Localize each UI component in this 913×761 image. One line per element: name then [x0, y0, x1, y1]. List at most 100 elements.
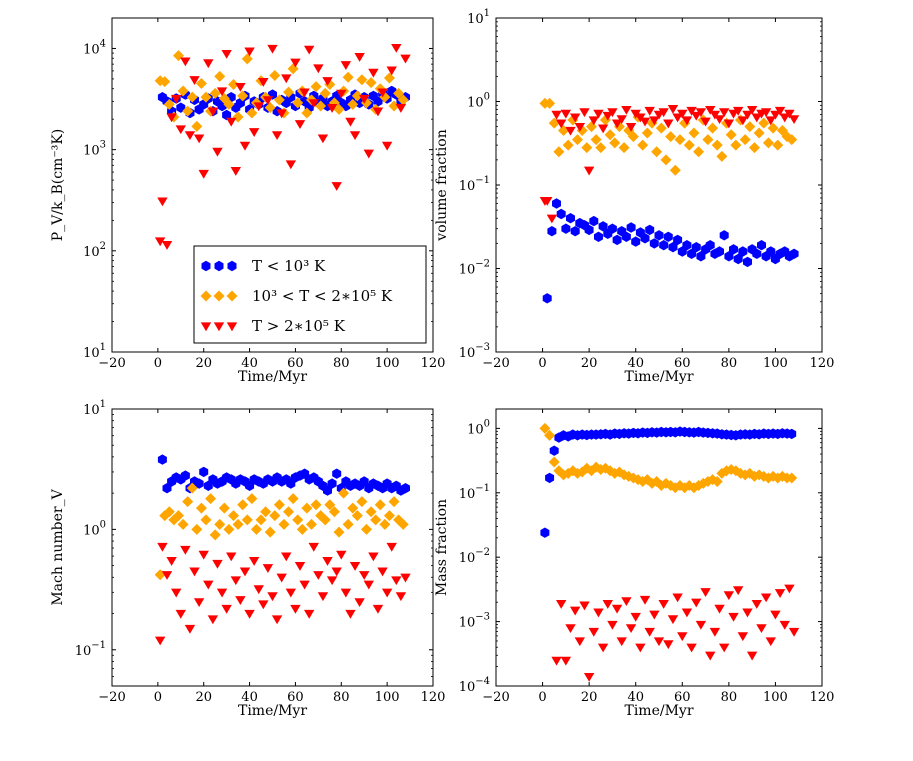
data-point	[663, 231, 673, 242]
data-point	[715, 246, 724, 257]
data-point	[719, 643, 730, 653]
data-point	[250, 523, 262, 535]
series-hot	[154, 43, 411, 250]
data-point	[649, 610, 660, 620]
data-point	[331, 567, 342, 577]
legend-marker	[201, 260, 211, 272]
data-point	[278, 518, 290, 530]
data-point	[560, 656, 572, 666]
data-point	[593, 608, 604, 618]
data-point	[756, 624, 767, 634]
x-tick-label: 60	[674, 690, 691, 705]
x-tick-label: 40	[627, 690, 644, 705]
data-point	[269, 510, 281, 522]
data-point	[159, 76, 171, 88]
data-point	[317, 592, 329, 602]
data-point	[345, 609, 356, 619]
x-tick-label: −20	[98, 690, 125, 705]
x-tick-label: −20	[482, 356, 509, 371]
data-point	[401, 483, 410, 494]
data-point	[683, 139, 695, 151]
x-tick-label: 80	[333, 356, 350, 371]
data-point	[663, 119, 674, 129]
data-point	[203, 59, 214, 69]
data-point	[283, 86, 295, 98]
data-point	[198, 550, 209, 560]
data-point	[686, 106, 697, 116]
data-point	[239, 567, 251, 577]
data-point	[695, 620, 707, 630]
x-tick-label: 60	[287, 356, 304, 371]
data-point	[560, 109, 572, 119]
data-point	[180, 470, 190, 481]
data-point	[765, 637, 776, 647]
data-point	[772, 139, 784, 151]
data-point	[574, 122, 586, 132]
data-point	[551, 110, 562, 120]
y-tick-label: 10−1	[459, 483, 490, 502]
y-tick-label: 102	[83, 241, 106, 260]
data-point	[338, 487, 350, 499]
data-point	[223, 523, 235, 535]
x-tick-label: 100	[763, 690, 788, 705]
data-point	[700, 588, 711, 598]
data-point	[177, 85, 189, 97]
data-point	[691, 111, 702, 121]
data-point	[365, 506, 377, 518]
data-point	[621, 231, 631, 242]
data-point	[368, 68, 379, 78]
data-point	[400, 573, 411, 583]
data-point	[597, 124, 609, 134]
data-point	[248, 556, 260, 566]
data-point	[669, 164, 681, 176]
data-point	[230, 576, 242, 586]
series-cold	[542, 198, 799, 304]
data-point	[244, 47, 255, 57]
data-point	[186, 91, 198, 103]
data-point	[267, 592, 278, 602]
data-point	[612, 234, 622, 246]
data-point	[584, 224, 594, 236]
data-point	[611, 604, 623, 614]
data-point	[395, 592, 407, 602]
data-point	[253, 585, 264, 595]
data-point	[654, 230, 664, 241]
data-point	[177, 518, 189, 530]
legend-marker	[200, 290, 212, 302]
data-point	[345, 117, 356, 127]
data-point	[611, 119, 623, 129]
data-point	[246, 107, 258, 119]
x-tick-label: 20	[195, 690, 212, 705]
data-point	[351, 90, 363, 102]
data-point	[182, 496, 194, 508]
x-tick-label: 20	[581, 356, 598, 371]
data-point	[209, 87, 221, 99]
data-point	[203, 580, 214, 590]
data-point	[193, 134, 205, 144]
y-tick-label: 10−3	[459, 612, 490, 631]
chart-panel-3: −20 0 20 40 60 80 100 120 10−1 100 101 Time/Myr Mach…	[50, 399, 445, 719]
data-point	[157, 197, 168, 207]
data-point	[271, 131, 283, 141]
data-point	[381, 141, 393, 151]
x-tick-label: 20	[581, 690, 598, 705]
data-point	[349, 561, 361, 571]
y-tick-label: 100	[83, 519, 106, 538]
data-point	[655, 122, 667, 134]
data-point	[276, 109, 287, 119]
data-point	[171, 94, 182, 104]
data-point	[383, 510, 395, 522]
data-point	[340, 61, 352, 70]
data-point	[326, 576, 338, 586]
data-point	[336, 550, 347, 560]
data-point	[595, 142, 607, 154]
y-tick-label: 100	[467, 418, 490, 437]
data-point	[649, 238, 659, 249]
y-tick-label: 10−2	[459, 259, 490, 278]
data-point	[549, 445, 559, 456]
chart-panel-4: −20 0 20 40 60 80 100 120 10−4 10−3 10−2 10−1 100 Tim…	[434, 408, 834, 719]
series-hot	[154, 542, 411, 646]
data-point	[391, 576, 402, 586]
data-point	[184, 624, 196, 634]
data-point	[324, 499, 336, 511]
